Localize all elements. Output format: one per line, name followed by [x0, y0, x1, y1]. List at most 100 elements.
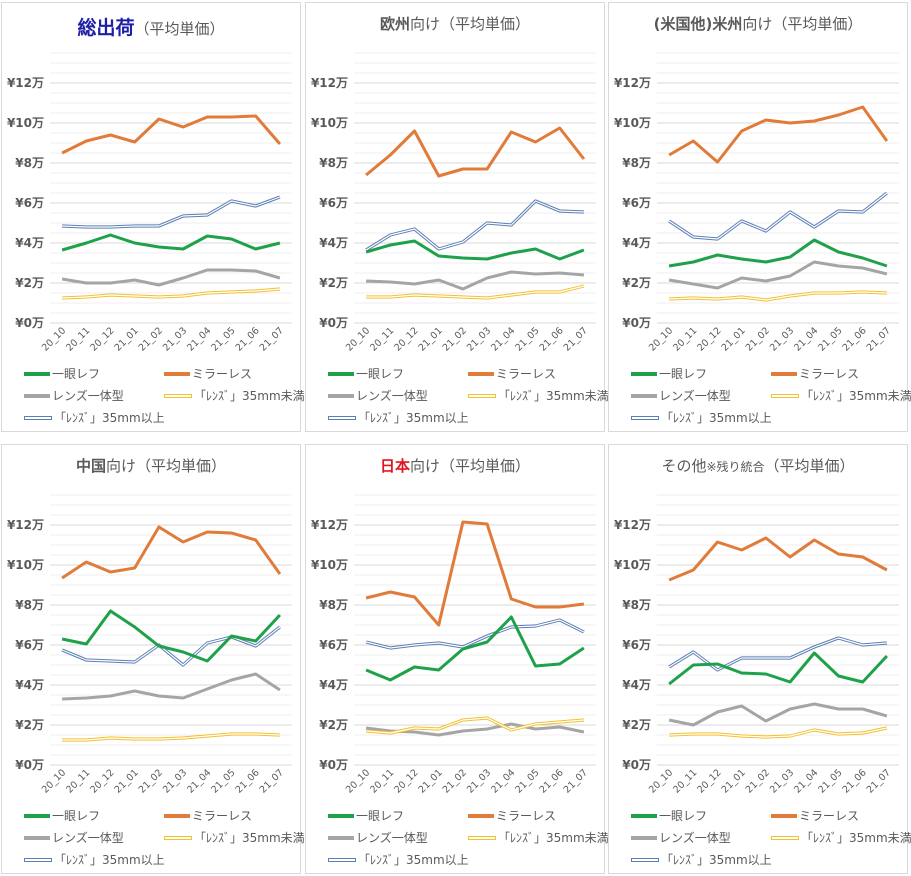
series-line-0: [61, 233, 281, 252]
y-tick-label: ¥6万: [15, 638, 44, 652]
series-line-0: [61, 609, 281, 663]
legend-item: 一眼レフ: [631, 807, 707, 824]
x-tick-label: 21_04: [185, 325, 213, 353]
legend-label: レンズ一体型: [659, 389, 731, 403]
legend-swatch: [24, 813, 50, 818]
series-line-inner-3: [62, 733, 280, 741]
x-tick-label: 21_06: [538, 767, 566, 795]
legend-swatch: [771, 813, 797, 818]
x-tick-label: 21_02: [441, 325, 469, 353]
y-tick-label: ¥0万: [319, 316, 348, 330]
legend-swatch: [328, 835, 354, 840]
legend-swatch: [164, 393, 192, 398]
series-line-2: [668, 702, 888, 727]
series-line-2: [61, 268, 281, 287]
legend-swatch: [24, 835, 50, 840]
series-line-1: [61, 525, 282, 580]
legend-swatch: [164, 835, 192, 840]
chart-title-rest: 向け: [409, 457, 440, 475]
x-tick-label: 21_07: [258, 767, 286, 795]
chart-panel-others: その他※残り統合（平均単価） ¥0万 ¥2万 ¥4万 ¥6万 ¥8万 ¥10万 ¥12万 20…: [608, 444, 911, 874]
series-line-0: [668, 651, 888, 686]
x-tick-label: 20_12: [88, 767, 116, 795]
series-line-inner-3: [669, 727, 888, 738]
legend-swatch: [771, 835, 799, 840]
y-tick-label: ¥10万: [311, 116, 348, 130]
x-tick-label: 21_03: [768, 325, 796, 353]
legend-label: レンズ一体型: [659, 831, 731, 845]
chart-title-sub: （平均単価）: [772, 15, 863, 33]
legend-label: ミラーレス: [496, 367, 557, 381]
x-tick-label: 21_06: [234, 325, 262, 353]
series-line-2: [366, 270, 585, 291]
x-tick-label: 21_05: [816, 325, 844, 353]
y-tick-label: ¥4万: [319, 678, 348, 692]
series-line-inner-4: [668, 192, 888, 240]
y-tick-label: ¥0万: [15, 758, 44, 772]
legend-item: ミラーレス: [164, 807, 252, 824]
series-line-4: [668, 191, 888, 241]
x-tick-label: 20_12: [695, 767, 723, 795]
x-tick-label: 20_10: [40, 767, 68, 795]
legend-item: 一眼レフ: [631, 365, 707, 382]
legend-label: 一眼レフ: [356, 809, 405, 823]
chart-title: 中国向け（平均単価）: [2, 455, 300, 476]
y-tick-label: ¥4万: [15, 236, 44, 250]
y-tick-label: ¥6万: [622, 196, 651, 210]
chart-title: 欧州向け（平均単価）: [306, 13, 604, 34]
legend-label: 「ﾚﾝｽﾞ」35mm未満: [194, 831, 305, 845]
legend-swatch: [164, 371, 190, 376]
y-tick-label: ¥0万: [622, 758, 651, 772]
chart-title: 総出荷（平均単価）: [2, 13, 300, 40]
x-tick-label: 20_12: [695, 325, 723, 353]
x-tick-label: 20_11: [368, 767, 396, 795]
legend-label: 「ﾚﾝｽﾞ」35mm以上: [358, 853, 469, 867]
line-chart: ¥0万¥2万¥4万¥6万¥8万¥10万¥12万20_1020_1120_1221…: [7, 52, 292, 354]
x-tick-label: 20_10: [647, 325, 675, 353]
y-tick-label: ¥8万: [319, 598, 348, 612]
legend-swatch: [468, 813, 494, 818]
chart-title-rest: 向け: [742, 15, 773, 33]
legend-item: ミラーレス: [164, 365, 252, 382]
legend-label: 「ﾚﾝｽﾞ」35mm未満: [498, 389, 609, 403]
x-tick-label: 21_05: [513, 325, 541, 353]
legend-item: レンズ一体型: [24, 387, 124, 404]
y-tick-label: ¥2万: [319, 718, 348, 732]
legend-label: レンズ一体型: [52, 389, 124, 403]
chart-title: その他※残り統合（平均単価）: [609, 455, 907, 476]
legend-label: 「ﾚﾝｽﾞ」35mm未満: [194, 389, 305, 403]
chart-title: (米国他)米州向け（平均単価）: [609, 13, 907, 34]
legend-label: 一眼レフ: [52, 809, 101, 823]
x-tick-label: 21_02: [744, 325, 772, 353]
chart-title-sub: （平均単価）: [764, 457, 855, 475]
y-tick-label: ¥4万: [622, 678, 651, 692]
legend-swatch: [328, 813, 354, 818]
chart-title-pre: (米国他): [653, 15, 713, 33]
legend-swatch: [328, 393, 354, 398]
series-line-inner-4: [365, 200, 584, 251]
x-tick-label: 21_04: [792, 767, 820, 795]
series-line-1: [61, 114, 282, 155]
line-chart: ¥0万¥2万¥4万¥6万¥8万¥10万¥12万20_1020_1120_1221…: [7, 494, 292, 796]
legend-label: ミラーレス: [799, 809, 860, 823]
chart-title: 日本向け（平均単価）: [306, 455, 604, 476]
x-tick-label: 20_10: [344, 325, 372, 353]
series-line-2: [668, 260, 888, 290]
x-tick-label: 21_03: [768, 767, 796, 795]
legend-swatch: [631, 835, 657, 840]
y-tick-label: ¥2万: [15, 718, 44, 732]
y-tick-label: ¥10万: [311, 558, 348, 572]
x-tick-label: 21_01: [720, 325, 748, 353]
y-tick-label: ¥2万: [622, 718, 651, 732]
x-tick-label: 21_02: [137, 767, 165, 795]
chart-panel-total: 総出荷（平均単価） ¥0万 ¥2万 ¥4万 ¥6万 ¥8万 ¥10万 ¥12万 20_10 20…: [1, 2, 305, 432]
legend-swatch: [468, 393, 496, 398]
y-tick-label: ¥2万: [319, 276, 348, 290]
series-line-inner-4: [365, 619, 585, 649]
legend-swatch: [631, 857, 659, 862]
line-chart: ¥0万¥2万¥4万¥6万¥8万¥10万¥12万20_1020_1120_1221…: [311, 494, 596, 796]
x-tick-label: 21_03: [161, 767, 189, 795]
legend-label: 「ﾚﾝｽﾞ」35mm未満: [498, 831, 609, 845]
chart-title-sub: （平均単価）: [440, 15, 531, 33]
series-line-0: [365, 615, 585, 682]
